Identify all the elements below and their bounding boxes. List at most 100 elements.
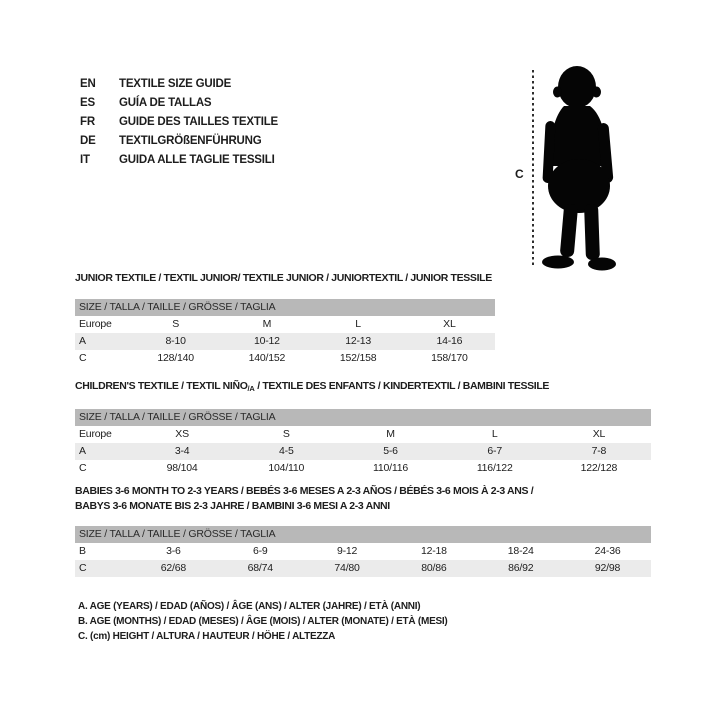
language-code: FR <box>80 115 95 128</box>
table-cell: 110/116 <box>373 462 408 474</box>
table-cell: 140/152 <box>248 352 286 364</box>
size-header-bar: SIZE / TALLA / TAILLE / GRÖSSE / TAGLIA <box>75 409 651 426</box>
table-cell: 14-16 <box>436 335 463 347</box>
table-title-line: JUNIOR TEXTILE / TEXTIL JUNIOR/ TEXTILE … <box>75 271 495 285</box>
table-cell: 92/98 <box>594 562 621 574</box>
row-label: C <box>79 352 87 364</box>
table-cell: 74/80 <box>334 562 360 574</box>
table-cell: XS <box>175 428 189 440</box>
language-title: GUIDE DES TAILLES TEXTILE <box>119 115 278 128</box>
table-title: JUNIOR TEXTILE / TEXTIL JUNIOR/ TEXTILE … <box>75 271 495 285</box>
language-title: GUIDA ALLE TAGLIE TESSILI <box>119 153 275 166</box>
table-title-text: / TEXTILE DES ENFANTS / KINDERTEXTIL / B… <box>254 380 550 392</box>
table-cell: 68/74 <box>247 562 273 574</box>
table-cell: 9-12 <box>336 545 358 557</box>
height-measure-figure: C <box>505 58 655 276</box>
language-row: ES GUÍA DE TALLAS <box>80 93 278 112</box>
footnote-height-cm: C. (cm) HEIGHT / ALTURA / HAUTEUR / HÖHE… <box>78 631 336 642</box>
table-cell: 18-24 <box>507 545 534 557</box>
table-cell: 24-36 <box>594 545 621 557</box>
language-row: DE TEXTILGRÖßENFÜHRUNG <box>80 131 278 150</box>
baby-ear-left <box>553 86 562 98</box>
table-cell: 128/140 <box>157 352 194 364</box>
table-title: BABIES 3-6 MONTH TO 2-3 YEARS / BEBÉS 3-… <box>75 484 651 514</box>
table-cell: L <box>491 428 498 440</box>
baby-head <box>558 66 596 108</box>
table-cell: 3-4 <box>174 445 190 457</box>
table-cell: 3-6 <box>166 545 181 557</box>
table-cell: 6-9 <box>252 545 268 557</box>
row-label: C <box>79 462 87 474</box>
baby-ear-right <box>592 86 601 98</box>
table-title-text: CHILDREN'S TEXTILE / TEXTIL NIÑO <box>75 380 248 392</box>
table-cell: 6-7 <box>487 445 502 457</box>
table-cell: 86/92 <box>508 562 534 574</box>
baby-leg-left <box>560 203 578 258</box>
junior-textile-table: JUNIOR TEXTILE / TEXTIL JUNIOR/ TEXTILE … <box>75 271 495 367</box>
table-title-text: JUNIOR TEXTILE / TEXTIL JUNIOR/ TEXTILE … <box>75 272 492 284</box>
table-title-line: CHILDREN'S TEXTILE / TEXTIL NIÑO/A / TEX… <box>75 379 651 396</box>
language-code: DE <box>80 134 96 147</box>
table-cell: 5-6 <box>383 445 398 457</box>
language-title: GUÍA DE TALLAS <box>119 96 212 109</box>
language-title-list: EN TEXTILE SIZE GUIDE ES GUÍA DE TALLAS … <box>80 74 278 169</box>
table-cell: 116/122 <box>476 462 513 474</box>
row-label: A <box>79 445 86 457</box>
language-code: ES <box>80 96 95 109</box>
table-cell: 7-8 <box>591 445 607 457</box>
baby-foot-right <box>588 257 616 271</box>
table-cell: 158/170 <box>431 352 468 364</box>
table-cell: 12-13 <box>345 335 372 347</box>
language-row: IT GUIDA ALLE TAGLIE TESSILI <box>80 150 278 169</box>
height-label: C <box>515 167 524 181</box>
table-row: A 3-4 4-5 5-6 6-7 7-8 <box>75 443 651 460</box>
row-label: A <box>79 335 86 347</box>
row-label: C <box>79 562 87 574</box>
table-row: C 98/104 104/110 110/116 116/122 122/128 <box>75 460 651 477</box>
table-row: A 8-10 10-12 12-13 14-16 <box>75 333 495 350</box>
babies-textile-table: BABIES 3-6 MONTH TO 2-3 YEARS / BEBÉS 3-… <box>75 484 651 577</box>
table-cell: M <box>386 428 395 440</box>
row-label: Europe <box>79 318 112 330</box>
language-row: FR GUIDE DES TAILLES TEXTILE <box>80 112 278 131</box>
language-code: IT <box>80 153 90 166</box>
table-cell: 4-5 <box>279 445 294 457</box>
footnote-age-years: A. AGE (YEARS) / EDAD (AÑOS) / ÂGE (ANS)… <box>78 601 421 612</box>
baby-leg-right <box>584 203 600 261</box>
language-title: TEXTILE SIZE GUIDE <box>119 77 232 90</box>
table-cell: 122/128 <box>580 462 618 474</box>
row-label: B <box>79 545 86 557</box>
table-cell: M <box>262 318 272 330</box>
table-row: C 62/68 68/74 74/80 80/86 86/92 92/98 <box>75 560 651 577</box>
table-cell: S <box>282 428 290 440</box>
table-cell: 152/158 <box>339 352 377 364</box>
baby-arm-left <box>542 121 556 183</box>
language-title: TEXTILGRÖßENFÜHRUNG <box>119 134 262 147</box>
baby-foot-left <box>542 255 574 269</box>
table-cell: 80/86 <box>421 562 447 574</box>
table-cell: 98/104 <box>166 462 198 474</box>
baby-shorts <box>548 159 610 213</box>
footnote-age-months: B. AGE (MONTHS) / EDAD (MESES) / ÂGE (MO… <box>78 616 448 627</box>
baby-torso <box>549 106 607 166</box>
table-cell: L <box>355 318 361 330</box>
childrens-textile-table: CHILDREN'S TEXTILE / TEXTIL NIÑO/A / TEX… <box>75 379 651 477</box>
table-row: Europe XS S M L XL <box>75 426 651 443</box>
table-cell: XL <box>443 318 456 330</box>
language-code: EN <box>80 77 96 90</box>
table-cell: 104/110 <box>268 462 305 474</box>
table-cell: S <box>172 318 180 330</box>
table-title-text: BABIES 3-6 MONTH TO 2-3 YEARS / BEBÉS 3-… <box>75 485 534 497</box>
table-title-text: BABYS 3-6 MONATE BIS 2-3 JAHRE / BAMBINI… <box>75 500 390 512</box>
table-cell: XL <box>592 428 606 440</box>
size-header-bar: SIZE / TALLA / TAILLE / GRÖSSE / TAGLIA <box>75 526 651 543</box>
table-title: CHILDREN'S TEXTILE / TEXTIL NIÑO/A / TEX… <box>75 379 651 396</box>
baby-silhouette-icon: C <box>515 66 616 271</box>
table-cell: 62/68 <box>160 562 187 574</box>
table-title-subscript: /A <box>247 384 255 393</box>
table-title-line: BABYS 3-6 MONATE BIS 2-3 JAHRE / BAMBINI… <box>75 499 651 514</box>
table-cell: 8-10 <box>165 335 186 347</box>
size-header-bar: SIZE / TALLA / TAILLE / GRÖSSE / TAGLIA <box>75 299 495 316</box>
table-title-line: BABIES 3-6 MONTH TO 2-3 YEARS / BEBÉS 3-… <box>75 484 651 499</box>
